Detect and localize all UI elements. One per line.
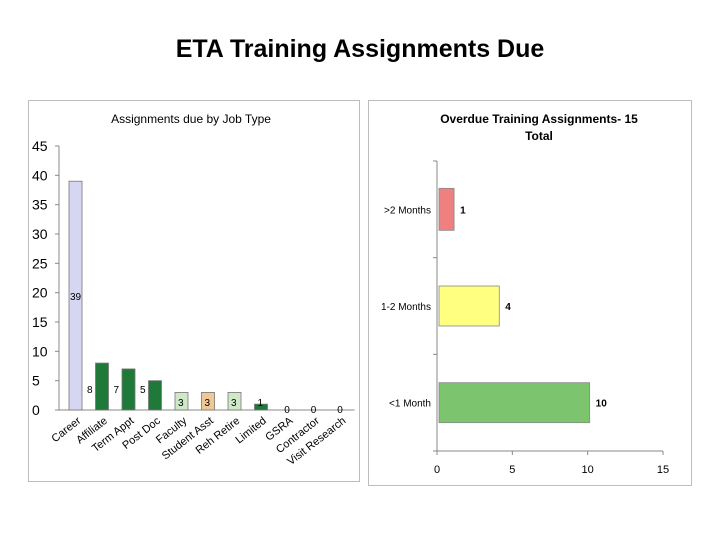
bar (148, 380, 162, 411)
y-tick-label: 10 (32, 343, 48, 359)
y-tick-label: 30 (32, 226, 48, 242)
data-label: 3 (178, 398, 184, 409)
y-tick-label: 1-2 Months (381, 302, 431, 313)
data-label: 1 (460, 205, 466, 216)
data-label: 10 (596, 399, 608, 410)
chart-title-line-1: Overdue Training Assignments- 15 (440, 112, 638, 126)
y-tick-label: 0 (32, 402, 40, 418)
bar (438, 187, 455, 231)
data-label: 3 (205, 398, 211, 409)
y-tick-label: 20 (32, 285, 48, 301)
bar (227, 391, 242, 411)
bar (438, 285, 500, 327)
bar (201, 391, 215, 411)
data-label: 0 (311, 405, 317, 416)
overdue-chart-panel: Overdue Training Assignments- 15 Total 0 5 1… (368, 100, 692, 486)
data-label: 0 (284, 405, 290, 416)
job-type-bar-chart: Assignments due by Job Type0510152025303… (32, 112, 355, 468)
y-tick-label: 5 (32, 373, 40, 389)
data-label: 1 (258, 398, 264, 409)
x-tick-label: 10 (582, 464, 594, 476)
page-title: ETA Training Assignments Due (175, 35, 545, 63)
x-tick-label: 15 (657, 464, 669, 476)
bar (254, 403, 268, 411)
data-label: 5 (140, 385, 146, 396)
data-label: 39 (70, 292, 82, 303)
chart-title-line-2: Total (525, 129, 553, 143)
job-type-chart-panel: Assignments due by Job Type 0 5 10 15 20 25 30 3… (28, 100, 360, 482)
bar (68, 180, 83, 411)
y-tick-label: 40 (32, 167, 48, 183)
data-label: 3 (231, 398, 237, 409)
bar (121, 368, 136, 411)
y-tick-label: 25 (32, 255, 48, 271)
bar (95, 362, 109, 411)
y-tick-label: 35 (32, 197, 48, 213)
data-label: 0 (337, 405, 343, 416)
chart-title: Assignments due by Job Type (111, 112, 271, 126)
x-tick-label: Limited (234, 415, 269, 446)
y-tick-label: 15 (32, 314, 48, 330)
data-label: 4 (505, 302, 511, 313)
y-tick-label: <1 Month (389, 399, 431, 410)
x-tick-label: 0 (434, 464, 440, 476)
overdue-bar-chart: Overdue Training Assignments- 15 Total 0 5 1… (381, 112, 669, 476)
data-label: 8 (87, 385, 93, 396)
y-tick-label: >2 Months (384, 205, 431, 216)
data-label: 7 (113, 385, 119, 396)
bar (438, 382, 591, 424)
x-tick-label: 5 (509, 464, 515, 476)
bar (174, 391, 189, 411)
y-tick-label: 45 (32, 138, 48, 154)
